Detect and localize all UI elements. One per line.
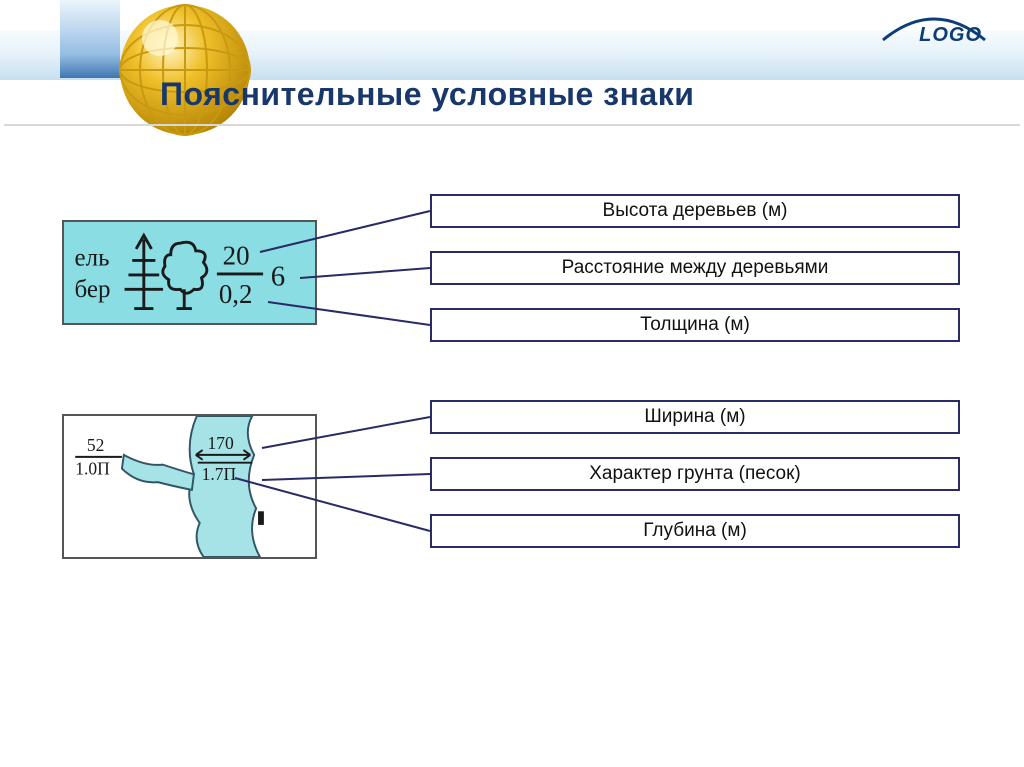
conifer-tree-icon [125,235,163,308]
slide: LOGO Пояснительные условные знаки ель бе… [0,0,1024,767]
fig1-right-value: 6 [271,260,285,292]
label-thickness: Толщина (м) [430,308,960,342]
label-ground: Характер грунта (песок) [430,457,960,491]
river-tributary-icon [122,455,194,490]
label-width: Ширина (м) [430,400,960,434]
header: LOGO Пояснительные условные знаки [0,0,1024,130]
fig1-denominator: 0,2 [219,279,253,309]
logo-text: LOGO [919,24,982,47]
fig1-numerator: 20 [223,240,250,270]
deciduous-tree-icon [163,242,207,308]
divider [4,124,1020,126]
fig2-side-num: 52 [87,435,105,455]
river-mark-icon [258,511,264,525]
page-title: Пояснительные условные знаки [160,76,694,113]
globe-icon [105,0,265,150]
figure-forest-symbol: ель бер 20 0,2 6 [62,220,317,325]
fig1-text-line1: ель [75,244,110,271]
fig2-side-den: 1.0П [75,458,110,478]
fig2-main-num: 170 [207,433,234,453]
fig1-text-line2: бер [75,276,111,303]
label-distance: Расстояние между деревьями [430,251,960,285]
figure-river-symbol: 52 1.0П 170 1.7П [62,414,317,559]
label-depth: Глубина (м) [430,514,960,548]
fig2-main-den: 1.7П [202,464,237,484]
label-height: Высота деревьев (м) [430,194,960,228]
